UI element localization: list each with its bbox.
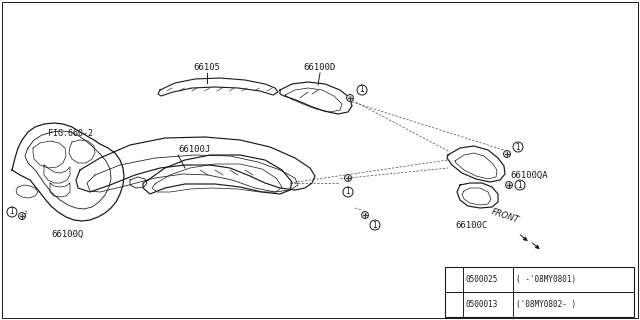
Text: 66100Q: 66100Q [52,230,84,239]
Text: FIG.660-2: FIG.660-2 [48,129,93,138]
Circle shape [344,174,351,181]
Text: 1: 1 [372,220,378,229]
Text: 66100C: 66100C [456,220,488,229]
Text: 66105: 66105 [193,63,220,73]
Text: 1: 1 [360,85,364,94]
Text: 1: 1 [518,180,522,189]
Circle shape [362,212,369,219]
Text: 66100QA: 66100QA [510,171,548,180]
Text: 1: 1 [516,142,520,151]
Text: 1: 1 [10,207,14,217]
Bar [445,267,634,317]
Text: 0500013: 0500013 [466,300,498,309]
Text: 66100D: 66100D [304,63,336,73]
Text: ( -'08MY0801): ( -'08MY0801) [516,275,576,284]
Text: 1: 1 [346,188,350,196]
Circle shape [506,181,513,188]
Circle shape [504,150,511,157]
Text: ('08MY0802- ): ('08MY0802- ) [516,300,576,309]
Circle shape [19,212,26,220]
Text: 66100J: 66100J [178,146,211,155]
Text: 1: 1 [452,289,456,295]
Text: 0500025: 0500025 [466,275,498,284]
Circle shape [346,94,353,101]
Text: FRONT: FRONT [490,208,520,225]
Text: A660001396: A660001396 [516,303,570,312]
